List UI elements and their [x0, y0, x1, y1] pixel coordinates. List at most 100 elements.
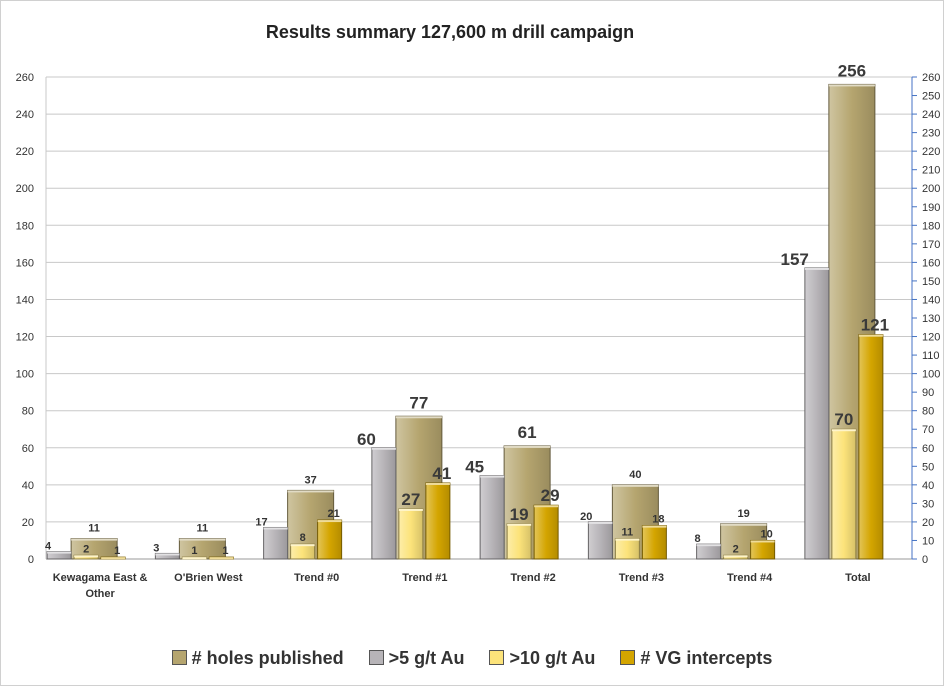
data-label: 2	[733, 543, 739, 555]
x-category-label: Kewagama East &	[53, 572, 148, 584]
y-tick-label-right: 0	[922, 554, 928, 566]
bar-top-highlight	[290, 544, 315, 547]
x-category-label: Trend #2	[511, 572, 556, 584]
y-tick-label-left: 140	[16, 294, 34, 306]
data-label: 77	[409, 393, 428, 412]
bar-top-highlight	[182, 557, 207, 560]
y-tick-label-right: 80	[922, 406, 934, 418]
x-category-label: O'Brien West	[174, 572, 243, 584]
bar-top-highlight	[804, 267, 829, 270]
bar-top-highlight	[179, 538, 226, 541]
y-tick-label-left: 160	[16, 257, 34, 269]
bar-top-highlight	[263, 527, 288, 530]
y-tick-label-right: 50	[922, 461, 934, 473]
x-category-label: Trend #3	[619, 572, 664, 584]
bar	[425, 482, 451, 560]
bar-top-highlight	[831, 429, 856, 432]
y-tick-label-left: 180	[16, 220, 34, 232]
bars	[46, 83, 884, 560]
data-label: 17	[255, 516, 267, 528]
bar-top-highlight	[534, 505, 559, 508]
legend: # holes published >5 g/t Au >10 g/t Au #…	[0, 648, 944, 669]
y-tick-label-right: 200	[922, 183, 940, 195]
y-tick-label-left: 60	[22, 443, 34, 455]
bar	[479, 475, 505, 560]
data-label: 41	[432, 464, 451, 483]
bar-top-highlight	[101, 557, 126, 560]
bar-top-highlight	[588, 521, 613, 524]
y-tick-label-right: 100	[922, 369, 940, 381]
bar-top-highlight	[750, 540, 775, 543]
y-tick-label-right: 220	[922, 146, 940, 158]
y-tick-label-left: 40	[22, 480, 34, 492]
legend-swatch	[620, 650, 636, 665]
bar	[317, 519, 343, 560]
bar-top-highlight	[395, 416, 442, 419]
data-label: 11	[197, 523, 209, 535]
data-label: 18	[652, 514, 664, 526]
y-tick-label-right: 230	[922, 128, 940, 140]
y-tick-label-right: 130	[922, 313, 940, 325]
data-label: 2	[83, 543, 89, 555]
y-tick-label-right: 250	[922, 91, 940, 103]
bar	[263, 526, 289, 560]
bar-top-highlight	[71, 538, 118, 541]
y-tick-label-left: 80	[22, 406, 34, 418]
bar-top-highlight	[615, 538, 640, 541]
bar	[696, 543, 722, 560]
bar-top-highlight	[612, 484, 659, 487]
bar	[858, 334, 884, 560]
bar	[398, 508, 424, 560]
legend-item-vg-intercepts: # VG intercepts	[620, 648, 772, 669]
y-tick-label-right: 180	[922, 220, 940, 232]
x-category-label: Trend #4	[727, 572, 773, 584]
y-tick-label-left: 220	[16, 146, 34, 158]
y-tick-label-right: 110	[922, 350, 940, 362]
x-category-label: Trend #0	[294, 572, 339, 584]
bar	[178, 538, 226, 560]
data-label: 20	[580, 511, 592, 523]
bar	[290, 543, 316, 560]
legend-label: # holes published	[191, 648, 344, 668]
y-tick-label-right: 20	[922, 517, 934, 529]
bar	[804, 267, 830, 560]
data-label: 157	[781, 250, 809, 269]
data-label: 8	[695, 533, 701, 545]
data-label: 40	[629, 469, 641, 481]
data-label: 21	[328, 508, 340, 520]
data-label: 37	[305, 474, 317, 486]
y-tick-label-right: 120	[922, 332, 940, 344]
data-label: 8	[300, 532, 306, 544]
data-label: 256	[838, 61, 866, 80]
bar-top-highlight	[696, 544, 721, 547]
bar-top-highlight	[504, 445, 551, 448]
y-tick-label-right: 160	[922, 257, 940, 269]
bar-top-highlight	[723, 555, 748, 558]
data-label: 45	[465, 458, 484, 477]
bar-top-highlight	[720, 523, 767, 526]
legend-item-gt10: >10 g/t Au	[489, 648, 595, 669]
legend-swatch	[171, 650, 187, 665]
y-tick-label-left: 100	[16, 369, 34, 381]
legend-label: >10 g/t Au	[509, 648, 596, 668]
bar-top-highlight	[398, 508, 423, 511]
bar-top-highlight	[425, 482, 450, 485]
data-label: 19	[738, 508, 750, 520]
y-tick-label-right: 210	[922, 165, 940, 177]
y-tick-label-right: 60	[922, 443, 934, 455]
y-tick-label-right: 90	[922, 387, 934, 399]
data-label: 27	[401, 490, 420, 509]
y-tick-label-right: 70	[922, 424, 934, 436]
data-label: 1	[222, 545, 228, 557]
y-tick-label-right: 190	[922, 202, 940, 214]
bar-top-highlight	[480, 475, 505, 478]
y-tick-label-right: 140	[922, 294, 940, 306]
data-label: 70	[834, 410, 853, 429]
y-tick-label-right: 10	[922, 535, 934, 547]
data-label: 3	[153, 542, 159, 554]
bar	[750, 539, 776, 560]
bar-top-highlight	[317, 520, 342, 523]
legend-item-holes-published: # holes published	[171, 648, 344, 669]
bar-top-highlight	[858, 334, 883, 337]
data-label: 121	[861, 316, 889, 335]
